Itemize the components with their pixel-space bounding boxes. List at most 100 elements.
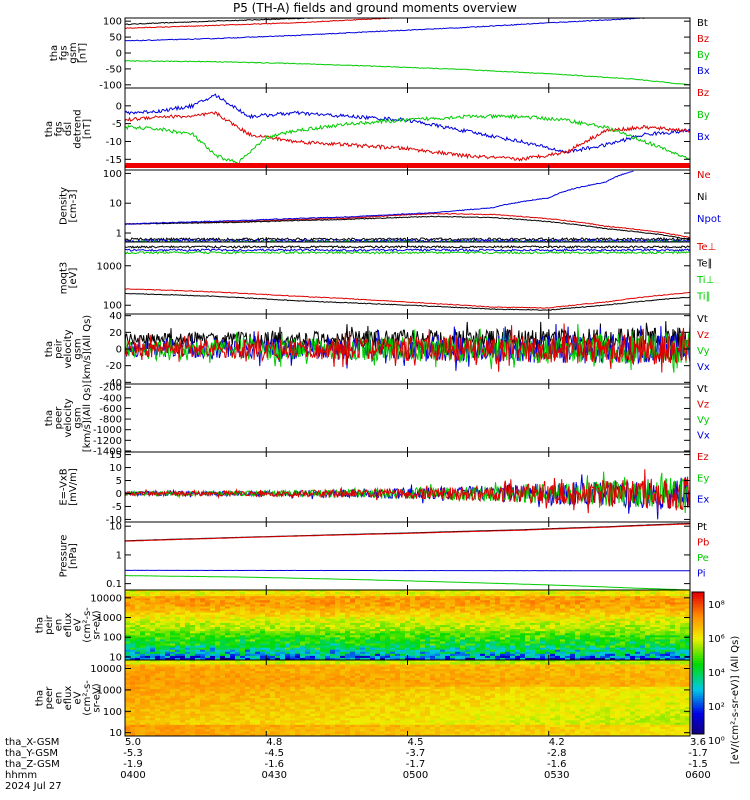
heatmap-cell bbox=[450, 598, 456, 601]
heatmap-cell bbox=[470, 596, 476, 599]
heatmap-cell bbox=[645, 625, 651, 628]
heatmap-cell bbox=[665, 633, 671, 636]
heatmap-cell bbox=[650, 616, 656, 620]
heatmap-cell bbox=[555, 596, 561, 599]
heatmap-cell bbox=[445, 647, 451, 651]
heatmap-cell bbox=[200, 653, 206, 657]
heatmap-cell bbox=[225, 616, 231, 620]
heatmap-cell bbox=[145, 673, 151, 677]
heatmap-cell bbox=[680, 635, 686, 638]
heatmap-cell bbox=[285, 633, 291, 636]
heatmap-cell bbox=[290, 622, 296, 626]
heatmap-cell bbox=[190, 637, 196, 640]
heatmap-cell bbox=[160, 622, 166, 626]
heatmap-cell bbox=[480, 602, 486, 605]
heatmap-cell bbox=[420, 639, 426, 642]
heatmap-cell bbox=[230, 606, 236, 609]
heatmap-cell bbox=[625, 657, 631, 660]
panel-frame bbox=[124, 451, 691, 523]
heatmap-cell bbox=[150, 653, 156, 657]
heatmap-cell bbox=[605, 649, 611, 653]
heatmap-cell bbox=[125, 680, 131, 683]
heatmap-cell bbox=[595, 655, 601, 659]
heatmap-cell bbox=[615, 622, 621, 626]
heatmap-cell bbox=[360, 641, 366, 644]
heatmap-cell bbox=[460, 604, 466, 607]
heatmap-cell bbox=[625, 627, 631, 630]
heatmap-cell bbox=[270, 625, 276, 628]
heatmap-cell bbox=[320, 606, 326, 609]
heatmap-cell bbox=[410, 612, 416, 616]
heatmap-cell bbox=[520, 612, 526, 616]
heatmap-cell bbox=[250, 625, 256, 628]
heatmap-cell bbox=[455, 637, 461, 640]
heatmap-cell bbox=[535, 600, 541, 603]
heatmap-cell bbox=[180, 680, 186, 683]
legend-Ne: Ne bbox=[697, 170, 711, 181]
heatmap-cell bbox=[415, 604, 421, 607]
heatmap-cell bbox=[320, 653, 326, 657]
heatmap-cell bbox=[580, 590, 586, 593]
heatmap-cell bbox=[660, 643, 666, 646]
heatmap-cell bbox=[220, 657, 226, 660]
heatmap-cell bbox=[295, 629, 301, 632]
heatmap-cell bbox=[525, 616, 531, 620]
heatmap-cell bbox=[325, 612, 331, 616]
heatmap-cell bbox=[185, 616, 191, 620]
heatmap-cell bbox=[180, 675, 186, 679]
heatmap-cell bbox=[135, 704, 141, 708]
heatmap-cell bbox=[180, 627, 186, 630]
heatmap-cell bbox=[325, 645, 331, 649]
heatmap-cell bbox=[355, 649, 361, 653]
heatmap-cell bbox=[560, 596, 566, 599]
heatmap-cell bbox=[240, 608, 246, 611]
heatmap-cell bbox=[165, 618, 171, 622]
heatmap-cell bbox=[235, 592, 241, 595]
heatmap-cell bbox=[160, 682, 166, 685]
heatmap-cell bbox=[200, 675, 206, 679]
heatmap-cell bbox=[525, 625, 531, 628]
heatmap-cell bbox=[195, 675, 201, 679]
heatmap-cell bbox=[295, 655, 301, 659]
heatmap-cell bbox=[490, 645, 496, 649]
y-tick-label: -200 bbox=[99, 383, 122, 394]
heatmap-cell bbox=[665, 606, 671, 609]
heatmap-cell bbox=[325, 641, 331, 644]
heatmap-cell bbox=[410, 594, 416, 597]
heatmap-cell bbox=[520, 647, 526, 651]
heatmap-cell bbox=[360, 657, 366, 660]
heatmap-cell bbox=[660, 633, 666, 636]
heatmap-cell bbox=[240, 602, 246, 605]
heatmap-cell bbox=[565, 594, 571, 597]
heatmap-cell bbox=[165, 673, 171, 677]
heatmap-cell bbox=[205, 647, 211, 651]
heatmap-cell bbox=[225, 666, 231, 670]
heatmap-cell bbox=[210, 722, 216, 726]
heatmap-cell bbox=[145, 668, 151, 672]
heatmap-cell bbox=[275, 649, 281, 653]
heatmap-cell bbox=[620, 620, 626, 624]
heatmap-cell bbox=[200, 662, 206, 665]
heatmap-cell bbox=[575, 610, 581, 614]
heatmap-cell bbox=[480, 641, 486, 644]
heatmap-cell bbox=[400, 622, 406, 626]
heatmap-cell bbox=[140, 645, 146, 649]
heatmap-cell bbox=[470, 600, 476, 603]
heatmap-cell bbox=[145, 610, 151, 614]
heatmap-cell bbox=[595, 641, 601, 644]
legend-Pt: Pt bbox=[697, 522, 707, 533]
heatmap-cell bbox=[230, 704, 236, 708]
heatmap-cell bbox=[125, 702, 131, 706]
heatmap-cell bbox=[455, 622, 461, 626]
heatmap-cell bbox=[615, 645, 621, 649]
heatmap-cell bbox=[325, 594, 331, 597]
heatmap-cell bbox=[140, 695, 146, 699]
y-tick-label: 1000 bbox=[97, 613, 122, 624]
heatmap-cell bbox=[455, 625, 461, 628]
heatmap-cell bbox=[195, 711, 201, 715]
heatmap-cell bbox=[520, 627, 526, 630]
heatmap-cell bbox=[170, 618, 176, 622]
heatmap-cell bbox=[225, 627, 231, 630]
heatmap-cell bbox=[205, 608, 211, 611]
heatmap-cell bbox=[235, 660, 241, 663]
